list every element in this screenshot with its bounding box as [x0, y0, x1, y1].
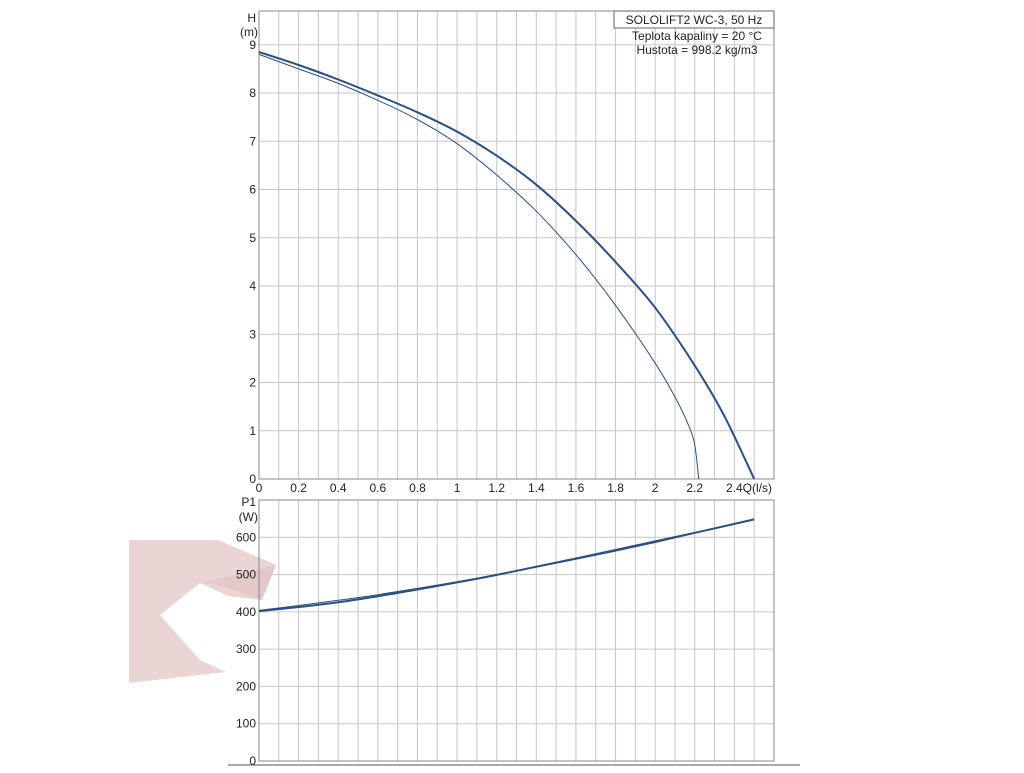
y-axis-unit: (W) — [239, 510, 258, 524]
x-tick-label: 0.2 — [290, 481, 307, 495]
y-tick-label: 300 — [236, 642, 256, 656]
title-box-frame — [613, 10, 775, 29]
x-tick-label: 2 — [652, 481, 659, 495]
grid — [259, 500, 774, 761]
y-tick-label: 0 — [249, 472, 256, 486]
y-tick-label: 2 — [249, 376, 256, 390]
x-tick-label: 0.8 — [409, 481, 426, 495]
y-tick-label: 8 — [249, 86, 256, 100]
plot-frame — [258, 10, 775, 480]
chart-title: SOLOLIFT2 WC-3, 50 Hz — [626, 13, 763, 27]
x-tick-label: 1.2 — [488, 481, 505, 495]
grid — [259, 11, 774, 479]
y-axis-title: H — [247, 11, 256, 25]
series-line-thick — [258, 51, 756, 480]
series-line-thin — [258, 53, 700, 480]
y-tick-label: 9 — [249, 38, 256, 52]
y-tick-label: 500 — [236, 568, 256, 582]
y-tick-label: 7 — [249, 134, 256, 148]
x-tick-label: 2.2 — [686, 481, 703, 495]
y-tick-label: 6 — [249, 183, 256, 197]
x-tick-label: 1.6 — [568, 481, 585, 495]
y-tick-label: 4 — [249, 279, 256, 293]
watermark-hole — [200, 595, 264, 659]
series — [258, 518, 755, 613]
y-tick-labels: 0 100 200 300 400 500 600 — [236, 530, 256, 768]
y-tick-label: 5 — [249, 231, 256, 245]
y-tick-label: 400 — [236, 605, 256, 619]
series-line-thick — [258, 518, 755, 613]
power-flow-chart: 0 100 200 300 400 500 600 P1(W) — [228, 495, 800, 768]
x-tick-label: 0 — [256, 481, 263, 495]
series — [258, 51, 756, 480]
x-axis-label: Q(l/s) — [743, 481, 772, 495]
x-tick-label: 1 — [454, 481, 461, 495]
y-tick-label: 3 — [249, 327, 256, 341]
y-tick-labels: 0 1 2 3 4 5 6 7 8 9 — [249, 38, 256, 486]
watermark-logo — [129, 540, 276, 683]
y-axis-unit: (m) — [240, 25, 258, 39]
info-line: Teplota kapaliny = 20 °C — [632, 29, 762, 43]
x-tick-label: 2.4 — [726, 481, 743, 495]
info-line: Hustota = 998.2 kg/m3 — [636, 43, 757, 57]
x-tick-label: 0.6 — [370, 481, 387, 495]
y-tick-label: 1 — [249, 424, 256, 438]
y-tick-label: 600 — [236, 530, 256, 544]
title-box: SOLOLIFT2 WC-3, 50 Hz Teplota kapaliny = … — [613, 10, 775, 57]
watermark-wing — [200, 565, 276, 600]
head-flow-chart: 0 1 2 3 4 5 6 7 8 9 H(m) 0 0.2 0.4 0.6 0.8 1 1.2 1.4 1.6 1.8… — [240, 10, 775, 495]
series-line-thin — [258, 531, 700, 611]
plot-frame — [258, 499, 775, 762]
x-tick-label: 0.4 — [330, 481, 347, 495]
x-tick-labels: 0 0.2 0.4 0.6 0.8 1 1.2 1.4 1.6 1.8 2 2.2 2.4 — [256, 481, 743, 495]
y-tick-label: 100 — [236, 717, 256, 731]
x-tick-label: 1.4 — [528, 481, 545, 495]
x-tick-label: 1.8 — [607, 481, 624, 495]
y-axis-title: P1 — [241, 495, 256, 509]
y-tick-label: 200 — [236, 679, 256, 693]
y-tick-label: 0 — [249, 754, 256, 768]
